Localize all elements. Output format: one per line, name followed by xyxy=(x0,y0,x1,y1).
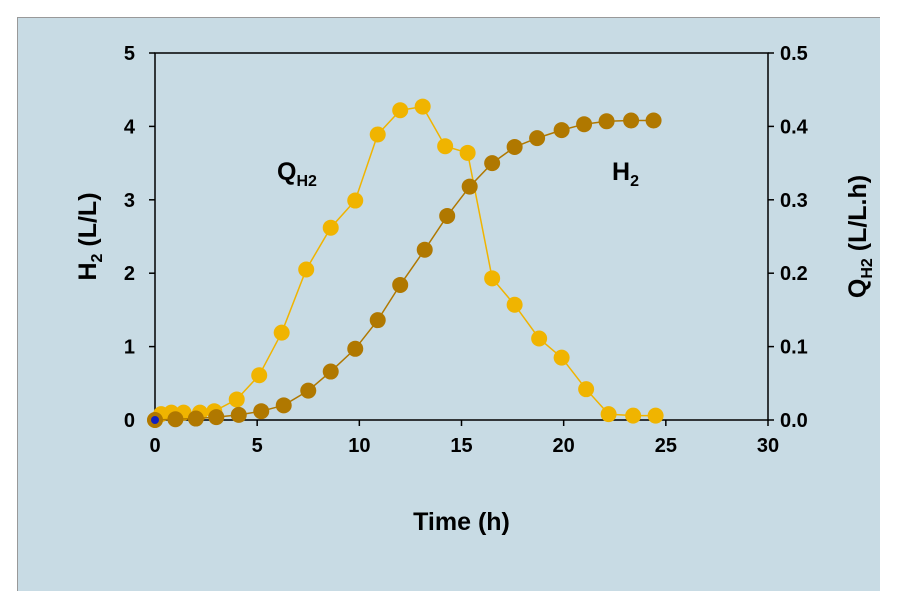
data-point xyxy=(414,98,431,115)
y2-tick-label: 0.5 xyxy=(780,43,808,65)
data-point xyxy=(369,312,386,329)
x-tick-label: 30 xyxy=(757,435,779,457)
series-label-h2: H2 xyxy=(612,158,639,190)
y-tick-label: 0 xyxy=(124,410,135,432)
data-point xyxy=(273,324,290,341)
data-point xyxy=(187,410,204,427)
data-point xyxy=(506,296,523,313)
data-point xyxy=(647,407,664,424)
y-axis-title-main: H xyxy=(74,262,102,280)
series-1 xyxy=(147,112,662,428)
data-point xyxy=(506,138,523,155)
data-point xyxy=(230,406,247,423)
data-point xyxy=(208,409,225,426)
data-point xyxy=(167,411,184,428)
data-point xyxy=(322,219,339,236)
data-point xyxy=(578,381,595,398)
labels: Time (h)H2 (L/L)QH2 (L/L.h)QH2 H2 xyxy=(74,158,876,536)
x-tick-label: 15 xyxy=(450,435,472,457)
x-tick-label: 5 xyxy=(252,435,263,457)
y-tick-label: 1 xyxy=(124,337,135,359)
x-axis-title: Time (h) xyxy=(413,508,510,536)
data-point xyxy=(416,241,433,258)
data-point xyxy=(553,349,570,366)
y-tick-label: 5 xyxy=(124,43,135,65)
data-point xyxy=(275,397,292,414)
series-label-h2-sub: 2 xyxy=(630,173,639,190)
y2-tick-label: 0.1 xyxy=(780,337,808,359)
data-point xyxy=(625,407,642,424)
origin-marker xyxy=(151,416,159,424)
y-axis-title-sub: 2 xyxy=(89,253,106,262)
data-point xyxy=(392,276,409,293)
data-point xyxy=(298,261,315,278)
data-point xyxy=(553,122,570,139)
data-point xyxy=(253,403,270,420)
y2-tick-label: 0.4 xyxy=(780,116,809,138)
data-point xyxy=(439,207,456,224)
plot-border xyxy=(154,52,769,421)
y2-tick-label: 0.3 xyxy=(780,190,808,212)
x-tick-label: 25 xyxy=(655,435,677,457)
data-point xyxy=(623,112,640,129)
x-tick-label: 20 xyxy=(553,435,575,457)
y-tick-label: 4 xyxy=(124,116,136,138)
data-point xyxy=(484,155,501,172)
data-point xyxy=(600,406,617,423)
data-point xyxy=(461,178,478,195)
axes: 0 5 10 15 20 25 30 0 1 2 3 4 5 0.0 0.1 0.2 0.3 0.4 0.5 xyxy=(124,43,809,457)
data-point xyxy=(347,192,364,209)
series-label-h2-main: H xyxy=(612,158,630,186)
series-layer xyxy=(147,98,664,428)
data-point xyxy=(598,113,615,130)
y-axis-title: H2 (L/L) xyxy=(74,192,106,280)
series-label-qh2-main: Q xyxy=(277,158,296,186)
data-point xyxy=(529,130,546,147)
data-point xyxy=(484,270,501,287)
data-point xyxy=(251,367,268,384)
series-label-qh2: QH2 xyxy=(277,158,317,190)
data-point xyxy=(645,112,662,129)
x-tick-label: 10 xyxy=(348,435,370,457)
plot-area xyxy=(154,52,769,421)
data-point xyxy=(531,330,548,347)
data-point xyxy=(228,391,245,408)
x-tick-label: 0 xyxy=(149,435,160,457)
data-point xyxy=(369,126,386,143)
y-tick-label: 3 xyxy=(124,190,135,212)
data-point xyxy=(392,102,409,119)
data-point xyxy=(576,116,593,133)
series-label-qh2-sub: H2 xyxy=(296,173,317,190)
y2-axis-title-main: Q xyxy=(844,279,872,298)
y2-axis-title-sub: H2 xyxy=(859,258,876,279)
data-point xyxy=(437,138,454,155)
y-axis-title-tail: (L/L) xyxy=(74,192,102,253)
data-point xyxy=(322,363,339,380)
y2-tick-label: 0.0 xyxy=(780,410,808,432)
y2-axis-title: QH2 (L/L.h) xyxy=(844,175,876,298)
y2-tick-label: 0.2 xyxy=(780,263,808,285)
data-point xyxy=(459,144,476,161)
y2-axis-title-tail: (L/L.h) xyxy=(844,175,872,258)
data-point xyxy=(347,340,364,357)
data-point xyxy=(300,382,317,399)
y-tick-label: 2 xyxy=(124,263,135,285)
